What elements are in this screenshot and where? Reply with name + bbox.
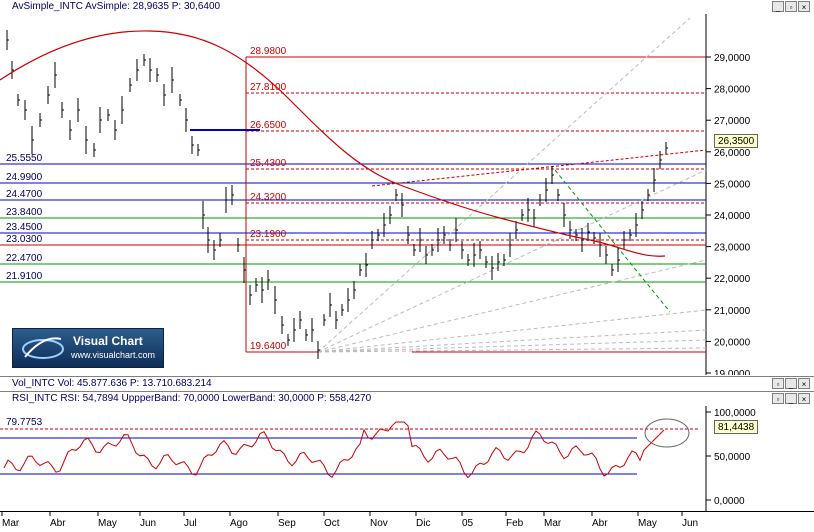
price-tick-label: 24,0000	[714, 211, 751, 222]
volume-restore-button[interactable]: ▫	[772, 378, 784, 389]
x-tick-label: Nov	[370, 518, 388, 529]
rsi-pane[interactable]: RSI_INTC RSI: 54,7894 UppperBand: 70,000…	[0, 391, 814, 511]
restore-button[interactable]: ▫	[785, 1, 797, 12]
volume-minimize-button[interactable]: _	[785, 378, 797, 389]
x-tick-label: Mar	[2, 518, 20, 529]
volume-close-button[interactable]: ×	[798, 378, 810, 389]
support-level-label: 22.4700	[6, 253, 43, 264]
retracement-level-label: 23.1900	[250, 229, 287, 240]
price-tick-label: 26,0000	[714, 148, 751, 159]
price-tick-label: 20,0000	[714, 337, 751, 348]
x-tick-label: Ago	[230, 518, 248, 529]
rsi-line	[3, 421, 665, 479]
price-tick-label: 27,0000	[714, 116, 751, 127]
price-tick-label: 25,0000	[714, 179, 751, 190]
rsi-highlight-ellipse	[644, 418, 690, 448]
support-level-label: 23.8400	[6, 207, 43, 218]
x-tick-label: Mar	[544, 518, 562, 529]
x-tick-label: Sep	[278, 518, 296, 529]
fan-line	[317, 347, 707, 353]
support-level-label: 24.9900	[6, 172, 43, 183]
price-current-value: 26,3500	[714, 134, 759, 148]
rsi-pane-titlebar: RSI_INTC RSI: 54,7894 UppperBand: 70,000…	[0, 392, 814, 406]
retracement-level-label: 26.6500	[250, 120, 287, 131]
x-tick-label: Jun	[682, 518, 698, 529]
fan-line	[317, 169, 707, 353]
support-level-label: 23.4500	[6, 222, 43, 233]
retracement-level-label: 25.4300	[250, 158, 287, 169]
logo-url: www.visualchart.com	[71, 350, 156, 360]
rsi-left-level: 79.7753	[6, 417, 43, 428]
support-level-label: 25.5550	[6, 153, 43, 164]
logo-title: Visual Chart	[73, 334, 143, 348]
price-tick-label: 28,0000	[714, 85, 751, 96]
price-levels: 25.5550 24.9900 24.4700 23.8400 23.450023.03…	[0, 46, 706, 353]
rsi-tick-label: 0,0000	[714, 496, 745, 507]
x-tick-label: 05	[462, 518, 474, 529]
x-axis-labels: Mar Abr May Jun Jul Ago Sep Oct Nov Dic 05 Feb Mar Ab…	[1, 512, 698, 529]
x-tick-label: May	[638, 518, 657, 529]
fan-line	[317, 309, 707, 353]
minimize-button[interactable]: _	[772, 1, 784, 12]
volume-window-buttons: ▫ _ ×	[772, 378, 810, 389]
x-tick-label: Jul	[184, 518, 197, 529]
retracement-level-label: 24.3200	[250, 192, 287, 203]
x-axis: Mar Abr May Jun Jul Ago Sep Oct Nov Dic 05 Feb Mar Ab…	[0, 511, 814, 529]
rsi-minimize-button[interactable]: _	[785, 393, 797, 404]
retracement-level-label: 27.8100	[250, 82, 287, 93]
support-level-label: 21.9100	[6, 271, 43, 282]
price-pane-titlebar: AvSimple_INTC AvSimple: 28,9635 P: 30,64…	[0, 0, 814, 14]
rsi-close-button[interactable]: ×	[798, 393, 810, 404]
price-bars	[6, 30, 668, 359]
price-tick-label: 21,0000	[714, 306, 751, 317]
price-tick-label: 19,0000	[714, 369, 751, 375]
volume-pane-title: Vol_INTC Vol: 45.877.636 P: 13.710.683.2…	[12, 378, 212, 389]
retracement-level-label: 19.6400	[250, 341, 287, 352]
x-tick-label: Dic	[416, 518, 430, 529]
volume-pane-titlebar[interactable]: Vol_INTC Vol: 45.877.636 P: 13.710.683.2…	[0, 376, 814, 392]
rsi-y-ticks: 100,0000 50,0000 0,0000	[706, 408, 756, 507]
fan-line	[317, 339, 707, 353]
retracement-level-label: 28.9800	[250, 46, 287, 57]
support-level-label: 23.0300	[6, 234, 43, 245]
x-tick-label: Feb	[506, 518, 524, 529]
visual-chart-logo: Visual Chart www.visualchart.com	[12, 328, 164, 368]
green-trend-line	[554, 169, 671, 313]
price-pane[interactable]: AvSimple_INTC AvSimple: 28,9635 P: 30,64…	[0, 0, 814, 375]
rsi-current-value: 81,4438	[714, 420, 759, 434]
fan-line	[317, 329, 707, 353]
price-chart[interactable]: 29,0000 28,0000 27,0000 26,0000 25,0000 24,00…	[0, 0, 814, 375]
price-y-ticks: 29,0000 28,0000 27,0000 26,0000 25,0000 24,00…	[706, 53, 751, 375]
rsi-tick-label: 50,0000	[714, 452, 751, 463]
rsi-tick-label: 100,0000	[714, 408, 756, 419]
close-button[interactable]: ×	[798, 1, 810, 12]
price-tick-label: 23,0000	[714, 243, 751, 254]
x-tick-label: Jun	[140, 518, 156, 529]
gann-fan-lines	[317, 17, 707, 353]
rsi-window-buttons: ▫ _ ×	[772, 393, 810, 404]
price-window-buttons: _ ▫ ×	[772, 1, 810, 12]
price-pane-title: AvSimple_INTC AvSimple: 28,9635 P: 30,64…	[12, 1, 221, 12]
rsi-pane-title: RSI_INTC RSI: 54,7894 UppperBand: 70,000…	[12, 393, 372, 404]
logo-swoosh-icon	[22, 337, 64, 359]
rsi-chart[interactable]: 100,0000 50,0000 0,0000 79.7753	[0, 392, 814, 511]
price-tick-label: 29,0000	[714, 53, 751, 64]
x-tick-label: May	[98, 518, 117, 529]
price-tick-label: 22,0000	[714, 274, 751, 285]
x-tick-label: Abr	[50, 518, 66, 529]
rsi-restore-button[interactable]: ▫	[772, 393, 784, 404]
trend-channel-line	[371, 149, 707, 187]
fan-line	[317, 259, 707, 353]
moving-average-line	[0, 30, 666, 257]
x-tick-label: Oct	[324, 518, 340, 529]
support-level-label: 24.4700	[6, 189, 43, 200]
fan-line	[317, 17, 691, 353]
x-tick-label: Abr	[592, 518, 608, 529]
